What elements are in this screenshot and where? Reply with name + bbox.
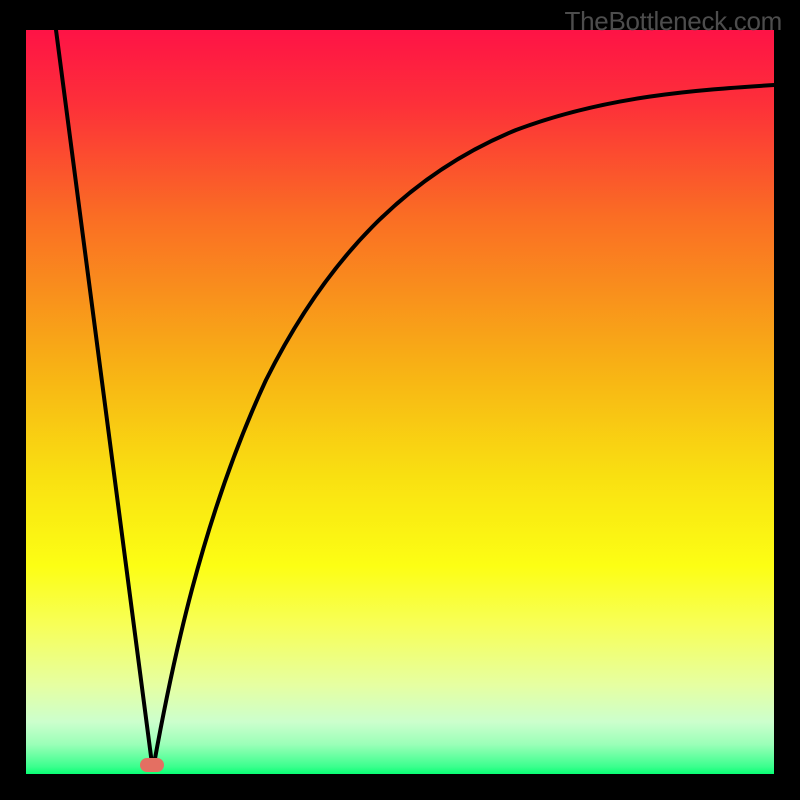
minimum-marker [140, 758, 164, 772]
chart-root: TheBottleneck.com [0, 0, 800, 800]
watermark-text: TheBottleneck.com [565, 6, 782, 37]
chart-plot-area [26, 30, 774, 774]
